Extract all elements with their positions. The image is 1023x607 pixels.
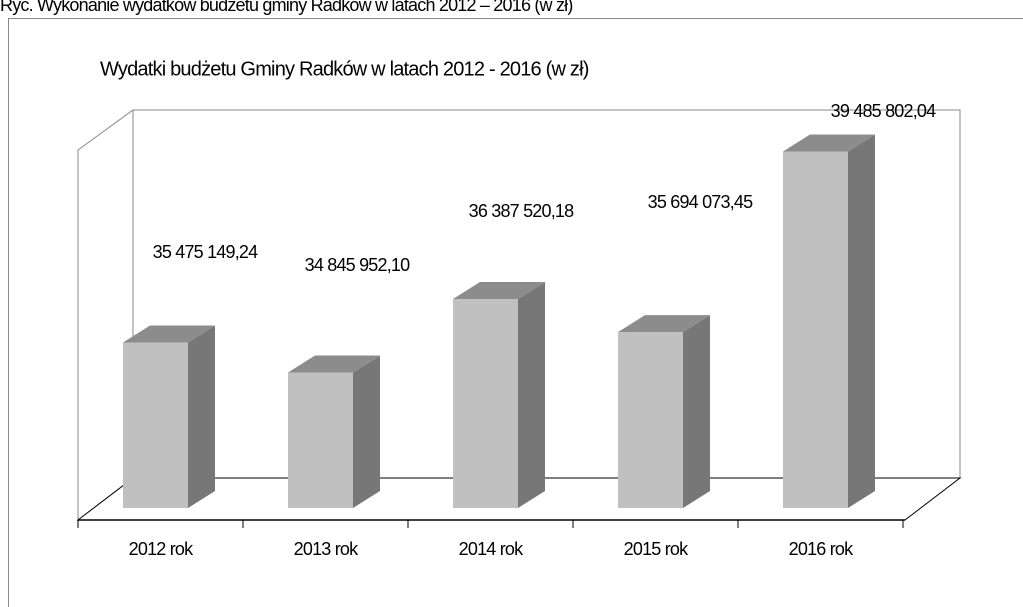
x-tick-label: 2014 rok bbox=[459, 539, 524, 559]
bar-top bbox=[453, 282, 545, 300]
data-label: 39 485 802,04 bbox=[831, 101, 936, 121]
data-label: 36 387 520,18 bbox=[469, 201, 574, 221]
bar-top bbox=[783, 134, 875, 152]
data-label: 35 475 149,24 bbox=[153, 242, 258, 262]
caption: Ryc. Wykonanie wydatków budżetu gminy Ra… bbox=[0, 0, 573, 15]
x-tick-label: 2016 rok bbox=[789, 539, 854, 559]
bar bbox=[453, 299, 518, 508]
x-tick-label: 2012 rok bbox=[129, 539, 194, 559]
data-label: 35 694 073,45 bbox=[648, 192, 753, 212]
bar bbox=[783, 151, 848, 508]
bar bbox=[288, 372, 353, 508]
bar bbox=[618, 332, 683, 508]
x-tick-label: 2013 rok bbox=[294, 539, 359, 559]
x-tick-label: 2015 rok bbox=[624, 539, 689, 559]
chart-title: Wydatki budżetu Gminy Radków w latach 20… bbox=[100, 58, 589, 80]
bar-side bbox=[188, 325, 215, 508]
bar-side bbox=[353, 355, 380, 508]
bar-top bbox=[288, 355, 380, 373]
bar-top bbox=[618, 315, 710, 333]
bar-side bbox=[848, 134, 875, 508]
bar-side bbox=[683, 315, 710, 508]
data-label: 34 845 952,10 bbox=[305, 255, 410, 275]
bar-side bbox=[518, 282, 545, 508]
bar-top bbox=[123, 325, 215, 343]
bar bbox=[123, 342, 188, 508]
